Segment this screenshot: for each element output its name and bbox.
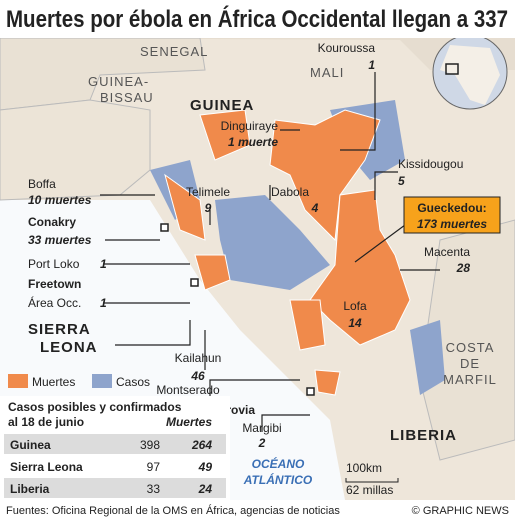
table-cell: 24 (198, 482, 213, 496)
legend-label: Muertes (32, 375, 75, 389)
place-name: Dabola (271, 185, 309, 199)
case-region (215, 195, 330, 290)
place-count: 46 (190, 369, 205, 383)
table-row-bg (4, 478, 226, 498)
leader-lines (100, 72, 440, 432)
country-label: DE (460, 356, 480, 371)
death-region (289, 299, 326, 351)
place-name: Montserado (156, 383, 220, 397)
place-name: Dinguiraye (221, 119, 279, 133)
credit: © GRAPHIC NEWS (412, 505, 509, 517)
table-caption: al 18 de junio (8, 415, 84, 429)
case-region (410, 320, 445, 395)
death-region (309, 189, 411, 346)
scale-bar (345, 478, 399, 483)
globe-africa (440, 45, 500, 105)
table-row-bg (4, 434, 226, 454)
title-bg (0, 0, 515, 38)
place-name: Kouroussa (318, 41, 376, 55)
country-label: LIBERIA (390, 427, 457, 444)
place-count: 14 (348, 316, 362, 330)
place-name: Macenta (424, 245, 470, 259)
place-name: Port Loko (28, 257, 80, 271)
country-label: LEONA (40, 339, 98, 356)
place-count: 9 (205, 201, 212, 215)
city-marker (160, 223, 169, 232)
scale-label: 62 millas (346, 483, 393, 497)
ocean-label: OCÉANO (252, 456, 305, 471)
country-label: COSTA (446, 340, 495, 355)
place-count: 2 (258, 436, 266, 450)
legend-swatch (8, 374, 28, 388)
table-header: Muertes (166, 415, 212, 429)
scale-label: 100km (346, 461, 382, 475)
table-row-bg (4, 456, 226, 476)
death-region (314, 369, 341, 396)
place-count: 1 (100, 296, 107, 310)
table-cell: 264 (191, 438, 212, 452)
place-name: Conakry (28, 215, 76, 229)
death-region (194, 254, 231, 291)
table-cell: Liberia (10, 482, 50, 496)
country-label: MALI (310, 65, 344, 80)
place-name: Margibi (242, 421, 281, 435)
globe-marker (445, 63, 459, 75)
country-label: GUINEA (190, 97, 254, 114)
legend-swatch (92, 374, 112, 388)
place-count: 1 (368, 58, 375, 72)
highlight-box (403, 196, 501, 234)
place-name: Lofa (343, 299, 367, 313)
city-marker (190, 278, 199, 287)
place-count: 173 muertes (417, 217, 487, 231)
place-count: 28 (456, 261, 471, 275)
ocean-label: ATLÁNTICO (243, 472, 313, 487)
place-count: 33 muertes (28, 233, 92, 247)
country-label: MARFIL (443, 372, 497, 387)
place-count: 4 (311, 201, 319, 215)
city-label: Freetown (28, 277, 81, 291)
table-cell: 398 (140, 438, 160, 452)
place-count: 1 muerte (228, 135, 278, 149)
country-label: SIERRA (28, 321, 91, 338)
table-cell: 97 (147, 460, 161, 474)
title: Muertes por ébola en África Occidental l… (6, 5, 508, 33)
table-cell: Sierra Leona (10, 460, 83, 474)
legend-label: Casos (116, 375, 150, 389)
place-name: Área Occ. (28, 295, 81, 310)
table-cell: 33 (147, 482, 161, 496)
death-region (199, 109, 251, 161)
table-cell: Guinea (10, 438, 51, 452)
table-cell: 49 (198, 460, 213, 474)
place-name: Telimele (186, 185, 230, 199)
death-region (164, 173, 206, 241)
country-label: BISSAU (100, 90, 154, 105)
city-marker (306, 387, 315, 396)
place-count: 1 (100, 257, 107, 271)
place-name: Kissidougou (398, 157, 463, 171)
place-count: 10 muertes (28, 193, 92, 207)
country-label: GUINEA- (88, 74, 149, 89)
place-count: 5 (398, 174, 405, 188)
source: Fuentes: Oficina Regional de la OMS en Á… (6, 504, 340, 517)
country-label: SENEGAL (140, 44, 208, 59)
place-name: Kailahun (175, 351, 222, 365)
place-name: Gueckedou: (417, 201, 486, 215)
guinea-bissau (0, 99, 151, 201)
place-name: Boffa (28, 177, 56, 191)
table-caption: Casos posibles y confirmados (8, 400, 182, 414)
